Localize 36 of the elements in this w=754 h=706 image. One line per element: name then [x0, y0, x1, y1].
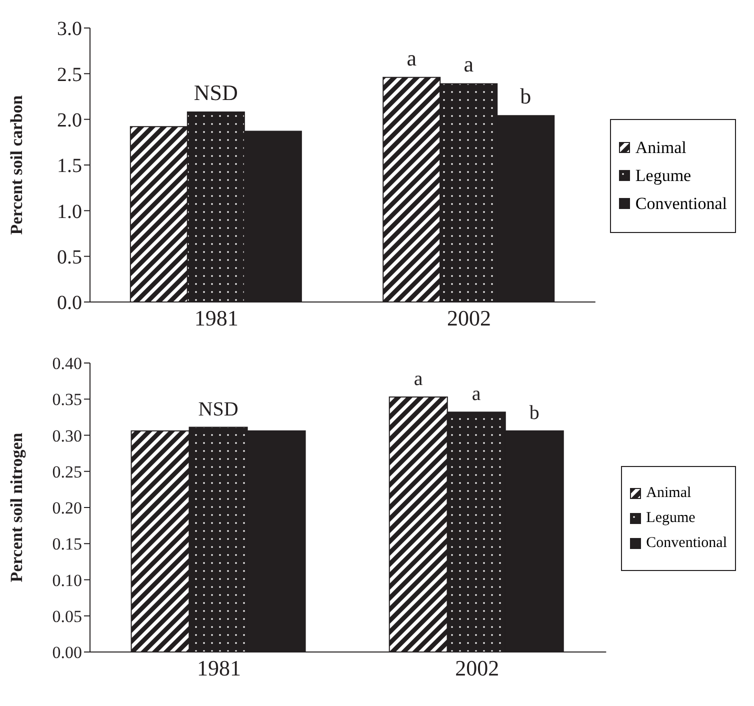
annotation: a	[414, 368, 423, 390]
y-tick-label: 0.30	[52, 426, 82, 446]
annotation: a	[464, 52, 474, 77]
x-tick-label: 2002	[447, 306, 492, 331]
y-tick-label: 0.0	[57, 292, 82, 314]
legend-label: Legume	[635, 166, 692, 186]
y-tick-label: 0.5	[57, 246, 82, 268]
annotation: b	[529, 402, 540, 424]
annotation: NSD	[194, 80, 238, 106]
y-tick-label: 0.25	[52, 462, 82, 482]
x-tick-label: 2002	[455, 656, 500, 681]
y-axis-title: Percent soil carbon	[7, 94, 26, 235]
legend-label: Conventional	[646, 534, 727, 552]
legend-label: Animal	[635, 138, 686, 158]
annotation: b	[520, 84, 532, 109]
y-tick-label: 0.20	[52, 498, 82, 518]
y-tick-label: 2.0	[57, 109, 82, 132]
y-tick-label: 0.10	[52, 570, 82, 590]
y-tick-label: 0.35	[52, 390, 82, 410]
x-tick-label: 1981	[194, 306, 238, 331]
legend-label: Animal	[646, 484, 692, 502]
y-tick-label: 1.0	[57, 200, 82, 223]
legend-label: Legume	[646, 510, 696, 526]
x-tick-label: 1981	[197, 656, 242, 681]
y-axis-title: Percent soil nitrogen	[7, 432, 26, 582]
annotation: a	[406, 45, 417, 70]
y-tick-label: 0.40	[52, 354, 82, 374]
annotation: NSD	[198, 398, 238, 420]
y-tick-label: 1.5	[57, 155, 82, 178]
annotation: a	[472, 383, 481, 406]
legend-label: Conventional	[635, 194, 727, 214]
y-tick-label: 0.05	[52, 606, 82, 626]
y-tick-label: 0.15	[52, 534, 82, 554]
y-tick-label: 3.0	[57, 18, 82, 40]
y-tick-label: 0.00	[52, 643, 82, 662]
y-tick-label: 2.5	[57, 64, 82, 86]
